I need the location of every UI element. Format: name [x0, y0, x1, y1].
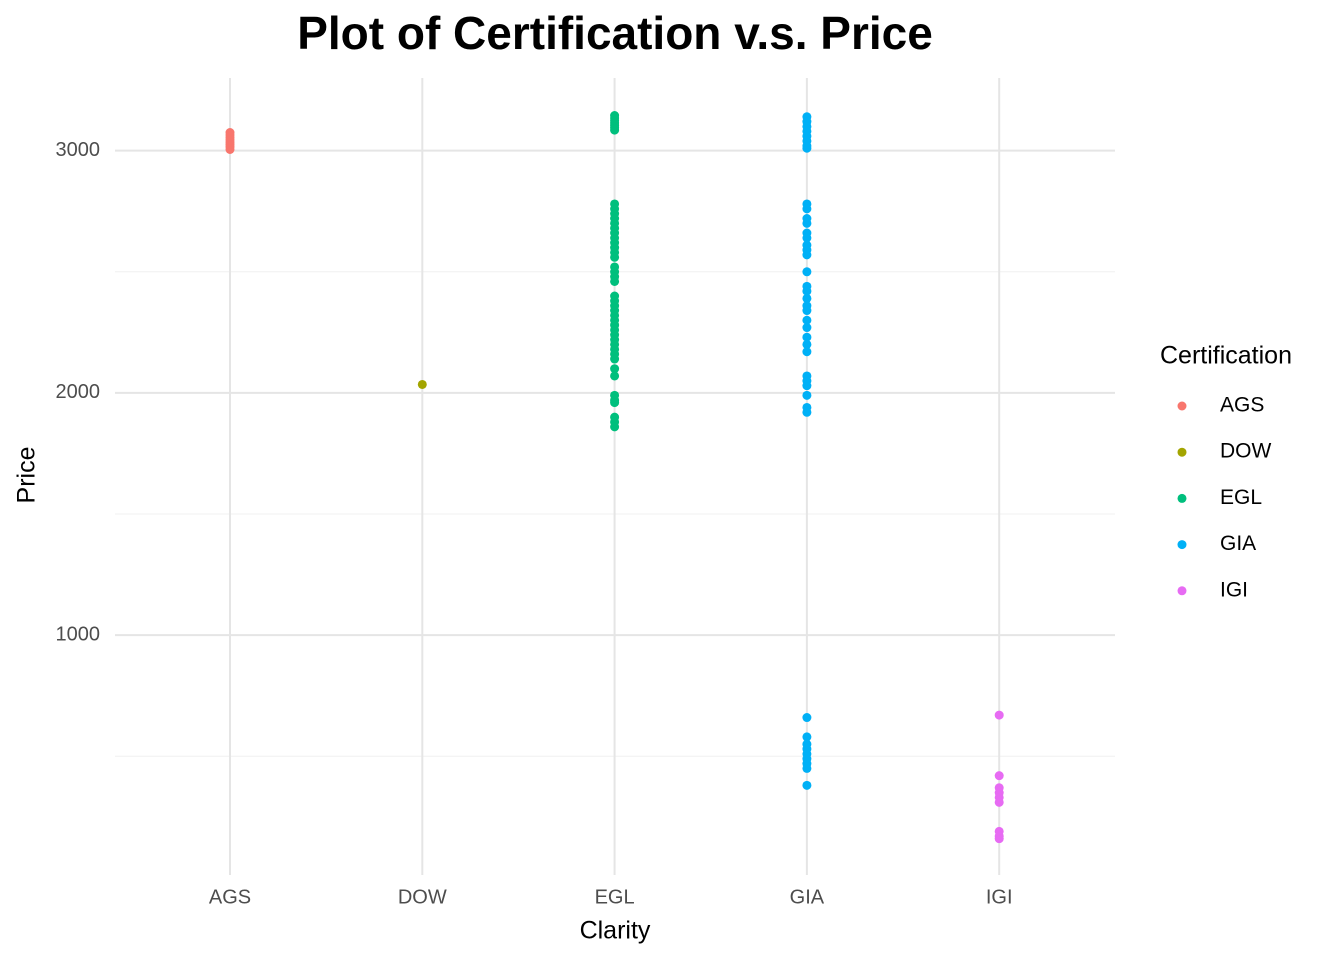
y-tick-label: 2000	[56, 381, 101, 403]
point	[802, 407, 812, 417]
legend-marker	[1177, 401, 1187, 411]
legend-marker	[1177, 447, 1187, 457]
point	[802, 315, 812, 325]
x-tick-label: EGL	[595, 886, 635, 908]
point	[994, 771, 1004, 781]
legend-marker	[1177, 493, 1187, 503]
point	[802, 332, 812, 342]
point	[802, 763, 812, 773]
x-axis-label: Clarity	[580, 917, 651, 945]
legend-marker	[1177, 586, 1187, 596]
point	[802, 381, 812, 391]
legend-marker	[1177, 540, 1187, 550]
point	[802, 732, 812, 742]
point	[802, 267, 812, 277]
point	[802, 233, 812, 243]
point	[994, 710, 1004, 720]
x-tick-label: GIA	[790, 886, 825, 908]
point	[610, 422, 620, 432]
point	[802, 323, 812, 333]
point	[802, 218, 812, 228]
legend-label: AGS	[1220, 394, 1264, 417]
point	[802, 293, 812, 303]
x-tick-label: IGI	[986, 886, 1013, 908]
legend-label: IGI	[1220, 578, 1248, 601]
chart-title: Plot of Certification v.s. Price	[297, 7, 933, 59]
legend-label: DOW	[1220, 440, 1272, 463]
y-axis-label: Price	[13, 447, 41, 504]
point	[802, 286, 812, 296]
point	[610, 354, 620, 364]
point	[802, 713, 812, 723]
point	[802, 250, 812, 260]
point	[802, 306, 812, 316]
legend-title: Certification	[1160, 342, 1292, 370]
point	[225, 128, 235, 138]
point	[802, 143, 812, 153]
point	[802, 780, 812, 790]
y-tick-label: 3000	[56, 139, 101, 161]
point	[417, 379, 427, 389]
point	[610, 276, 620, 286]
x-tick-label: AGS	[209, 886, 251, 908]
point	[610, 111, 620, 121]
point	[994, 834, 1004, 844]
y-tick-label: 1000	[56, 623, 101, 645]
point	[802, 390, 812, 400]
legend-label: GIA	[1220, 532, 1256, 555]
x-tick-label: DOW	[398, 886, 447, 908]
point	[802, 204, 812, 214]
point	[610, 252, 620, 262]
point	[610, 364, 620, 374]
point	[802, 347, 812, 357]
point	[994, 797, 1004, 807]
point	[610, 398, 620, 408]
legend-label: EGL	[1220, 486, 1262, 509]
point	[610, 371, 620, 381]
point	[802, 339, 812, 349]
